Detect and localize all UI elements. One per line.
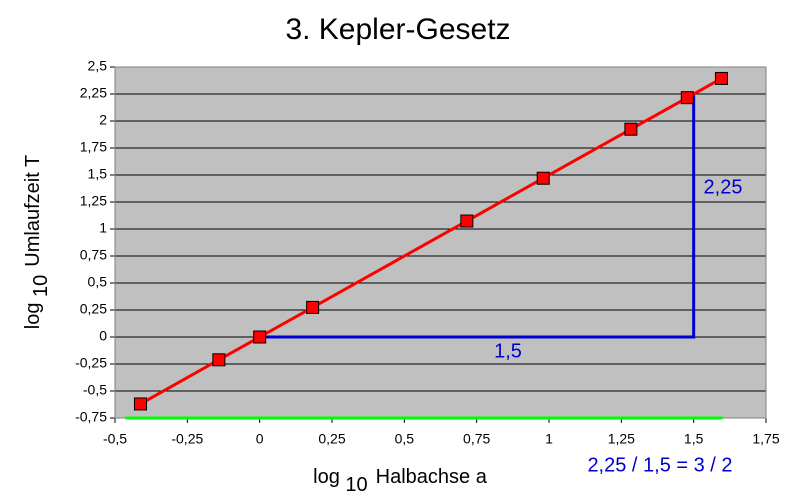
marker [253,330,267,344]
x-tick-label: 1,5 [684,431,704,447]
y-tick-label: 2 [99,112,107,128]
x-tick-label: 1 [545,431,553,447]
y-label-part: Umlaufzeit T [22,155,44,267]
series-line [259,94,696,339]
annotation: 2,25 [704,176,743,198]
x-axis-label: log 10 Halbachse a [313,466,488,496]
y-tick-label: 2,25 [80,85,107,101]
marker [460,214,474,228]
chart-title: 3. Kepler-Gesetz [285,13,510,46]
x-label-part: Halbachse a [376,466,488,488]
x-tick-label: -0,25 [171,431,203,447]
marker [536,171,550,185]
marker [212,353,226,367]
y-tick-label: -0,75 [75,409,107,425]
y-tick-label: 0,5 [88,274,108,290]
x-label-sub: 10 [345,474,367,496]
marker [133,397,147,411]
y-tick-label: 1,75 [80,139,107,155]
x-tick-label: 1,75 [752,431,779,447]
annotation: 1,5 [494,340,522,362]
y-tick-label: -0,25 [75,355,107,371]
y-tick-label: 0,25 [80,301,107,317]
x-label-part: log [313,466,340,488]
y-tick-label: 0 [99,328,107,344]
y-tick-label: 1 [99,220,107,236]
marker [624,122,638,136]
marker [714,71,728,85]
y-tick-label: 2,5 [88,58,108,74]
y-tick-label: 0,75 [80,247,107,263]
annotation: 2,25 / 1,5 = 3 / 2 [587,454,732,476]
x-tick-label: -0,5 [103,431,127,447]
marker [306,300,320,314]
x-tick-label: 0 [256,431,264,447]
y-tick-label: 1,5 [88,166,108,182]
y-axis-label: log 10 Umlaufzeit T [22,155,52,329]
y-tick-label: -0,5 [83,382,107,398]
x-tick-label: 0,25 [318,431,345,447]
x-tick-label: 0,75 [463,431,490,447]
y-label-part: log [22,303,44,330]
marker [680,91,694,105]
y-tick-label: 1,25 [80,193,107,209]
y-label-sub: 10 [30,275,52,297]
x-tick-label: 1,25 [608,431,635,447]
x-tick-label: 0,5 [395,431,415,447]
